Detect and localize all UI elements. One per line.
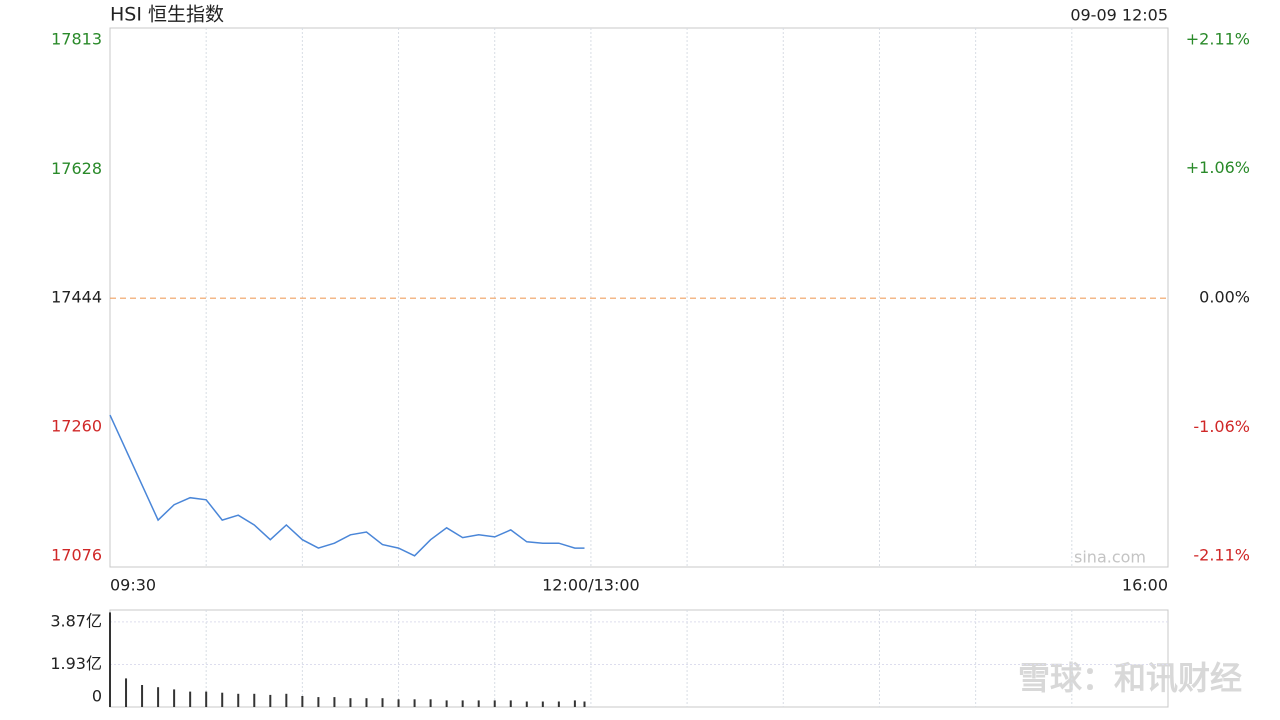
- volume-bar: [583, 701, 586, 707]
- y-tick-label: 3.87亿: [50, 611, 102, 630]
- volume-bar: [445, 700, 448, 707]
- volume-bar: [349, 698, 352, 707]
- volume-bar: [237, 693, 240, 707]
- x-tick-label: 16:00: [1122, 576, 1168, 595]
- price-panel: [109, 27, 1169, 568]
- source-watermark: sina.com: [1074, 548, 1146, 567]
- volume-bar: [285, 693, 288, 707]
- y-tick-label: 0: [92, 687, 102, 706]
- volume-bar: [317, 697, 320, 707]
- y2-tick-label: 0.00%: [1199, 288, 1250, 307]
- volume-bar: [429, 699, 432, 707]
- volume-bar: [173, 689, 176, 707]
- volume-bar: [525, 701, 528, 707]
- volume-bar: [365, 698, 368, 707]
- volume-bar: [141, 685, 144, 707]
- y-tick-label: 1.93亿: [50, 654, 102, 673]
- y2-tick-label: +1.06%: [1186, 158, 1250, 177]
- volume-bar: [157, 687, 160, 707]
- volume-bar: [509, 700, 512, 707]
- volume-bar: [541, 701, 544, 707]
- volume-bar: [301, 696, 304, 707]
- volume-bar: [557, 701, 560, 707]
- watermark: 雪球：和讯财经: [1018, 659, 1242, 697]
- y2-tick-label: -2.11%: [1193, 546, 1250, 565]
- volume-bar: [125, 678, 128, 707]
- volume-bar: [573, 700, 576, 707]
- y-tick-label: 17444: [51, 288, 102, 307]
- volume-panel: [109, 609, 1169, 708]
- chart-title: HSI 恒生指数: [110, 4, 224, 26]
- volume-bar: [205, 691, 208, 707]
- volume-bar: [221, 692, 224, 707]
- volume-bar: [269, 694, 272, 707]
- y-tick-label: 17076: [51, 545, 102, 564]
- y2-tick-label: +2.11%: [1186, 30, 1250, 49]
- y2-tick-label: -1.06%: [1193, 417, 1250, 436]
- volume-bar: [397, 699, 400, 707]
- price-line: [109, 414, 585, 557]
- y-tick-label: 17628: [51, 159, 102, 178]
- x-tick-label: 12:00/13:00: [542, 576, 640, 595]
- volume-bar: [381, 698, 384, 707]
- timestamp: 09-09 12:05: [1070, 6, 1168, 25]
- x-tick-label: 09:30: [110, 576, 156, 595]
- volume-bar: [109, 612, 111, 707]
- y-tick-label: 17260: [51, 417, 102, 436]
- volume-bar: [253, 693, 256, 707]
- volume-bar: [461, 700, 464, 707]
- volume-bar: [413, 699, 416, 707]
- volume-bar: [189, 691, 192, 707]
- volume-bar: [477, 700, 480, 707]
- y-tick-label: 17813: [51, 29, 102, 48]
- volume-bar: [333, 697, 336, 707]
- volume-bar: [493, 700, 496, 707]
